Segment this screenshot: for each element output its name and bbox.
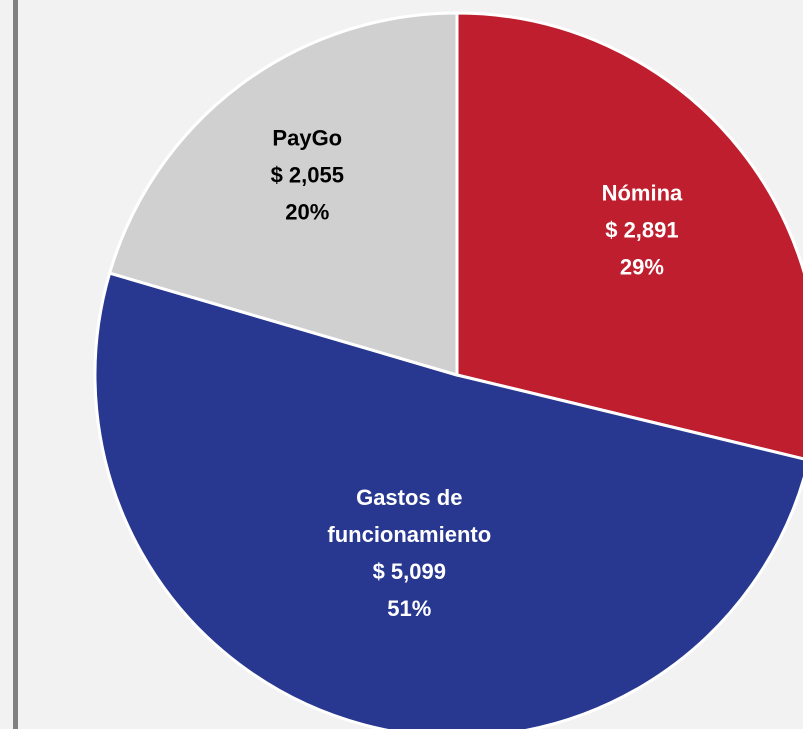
- side-bar: [13, 0, 18, 729]
- percentage-label: 29%: [619, 254, 664, 279]
- percentage-label: 51%: [387, 596, 432, 622]
- category-label: Nómina: [601, 180, 683, 205]
- pie-slice: [107, 11, 459, 378]
- value-label: $ 5,099: [372, 559, 446, 585]
- pie-slice: [455, 11, 803, 461]
- pie-slice: [93, 271, 803, 729]
- category-label: PayGo: [272, 125, 343, 151]
- slice-label: PayGo $ 2,055 20%: [192, 120, 422, 231]
- slice-label: Gastos de funcionamiento $ 5,099 51%: [294, 479, 524, 627]
- value-label: $ 2,891: [605, 217, 679, 242]
- value-label: $ 2,055: [270, 162, 344, 188]
- percentage-label: 20%: [285, 199, 330, 225]
- slice-label: Nómina $ 2,891 29%: [527, 174, 757, 285]
- category-label: Gastos de funcionamiento: [327, 485, 492, 548]
